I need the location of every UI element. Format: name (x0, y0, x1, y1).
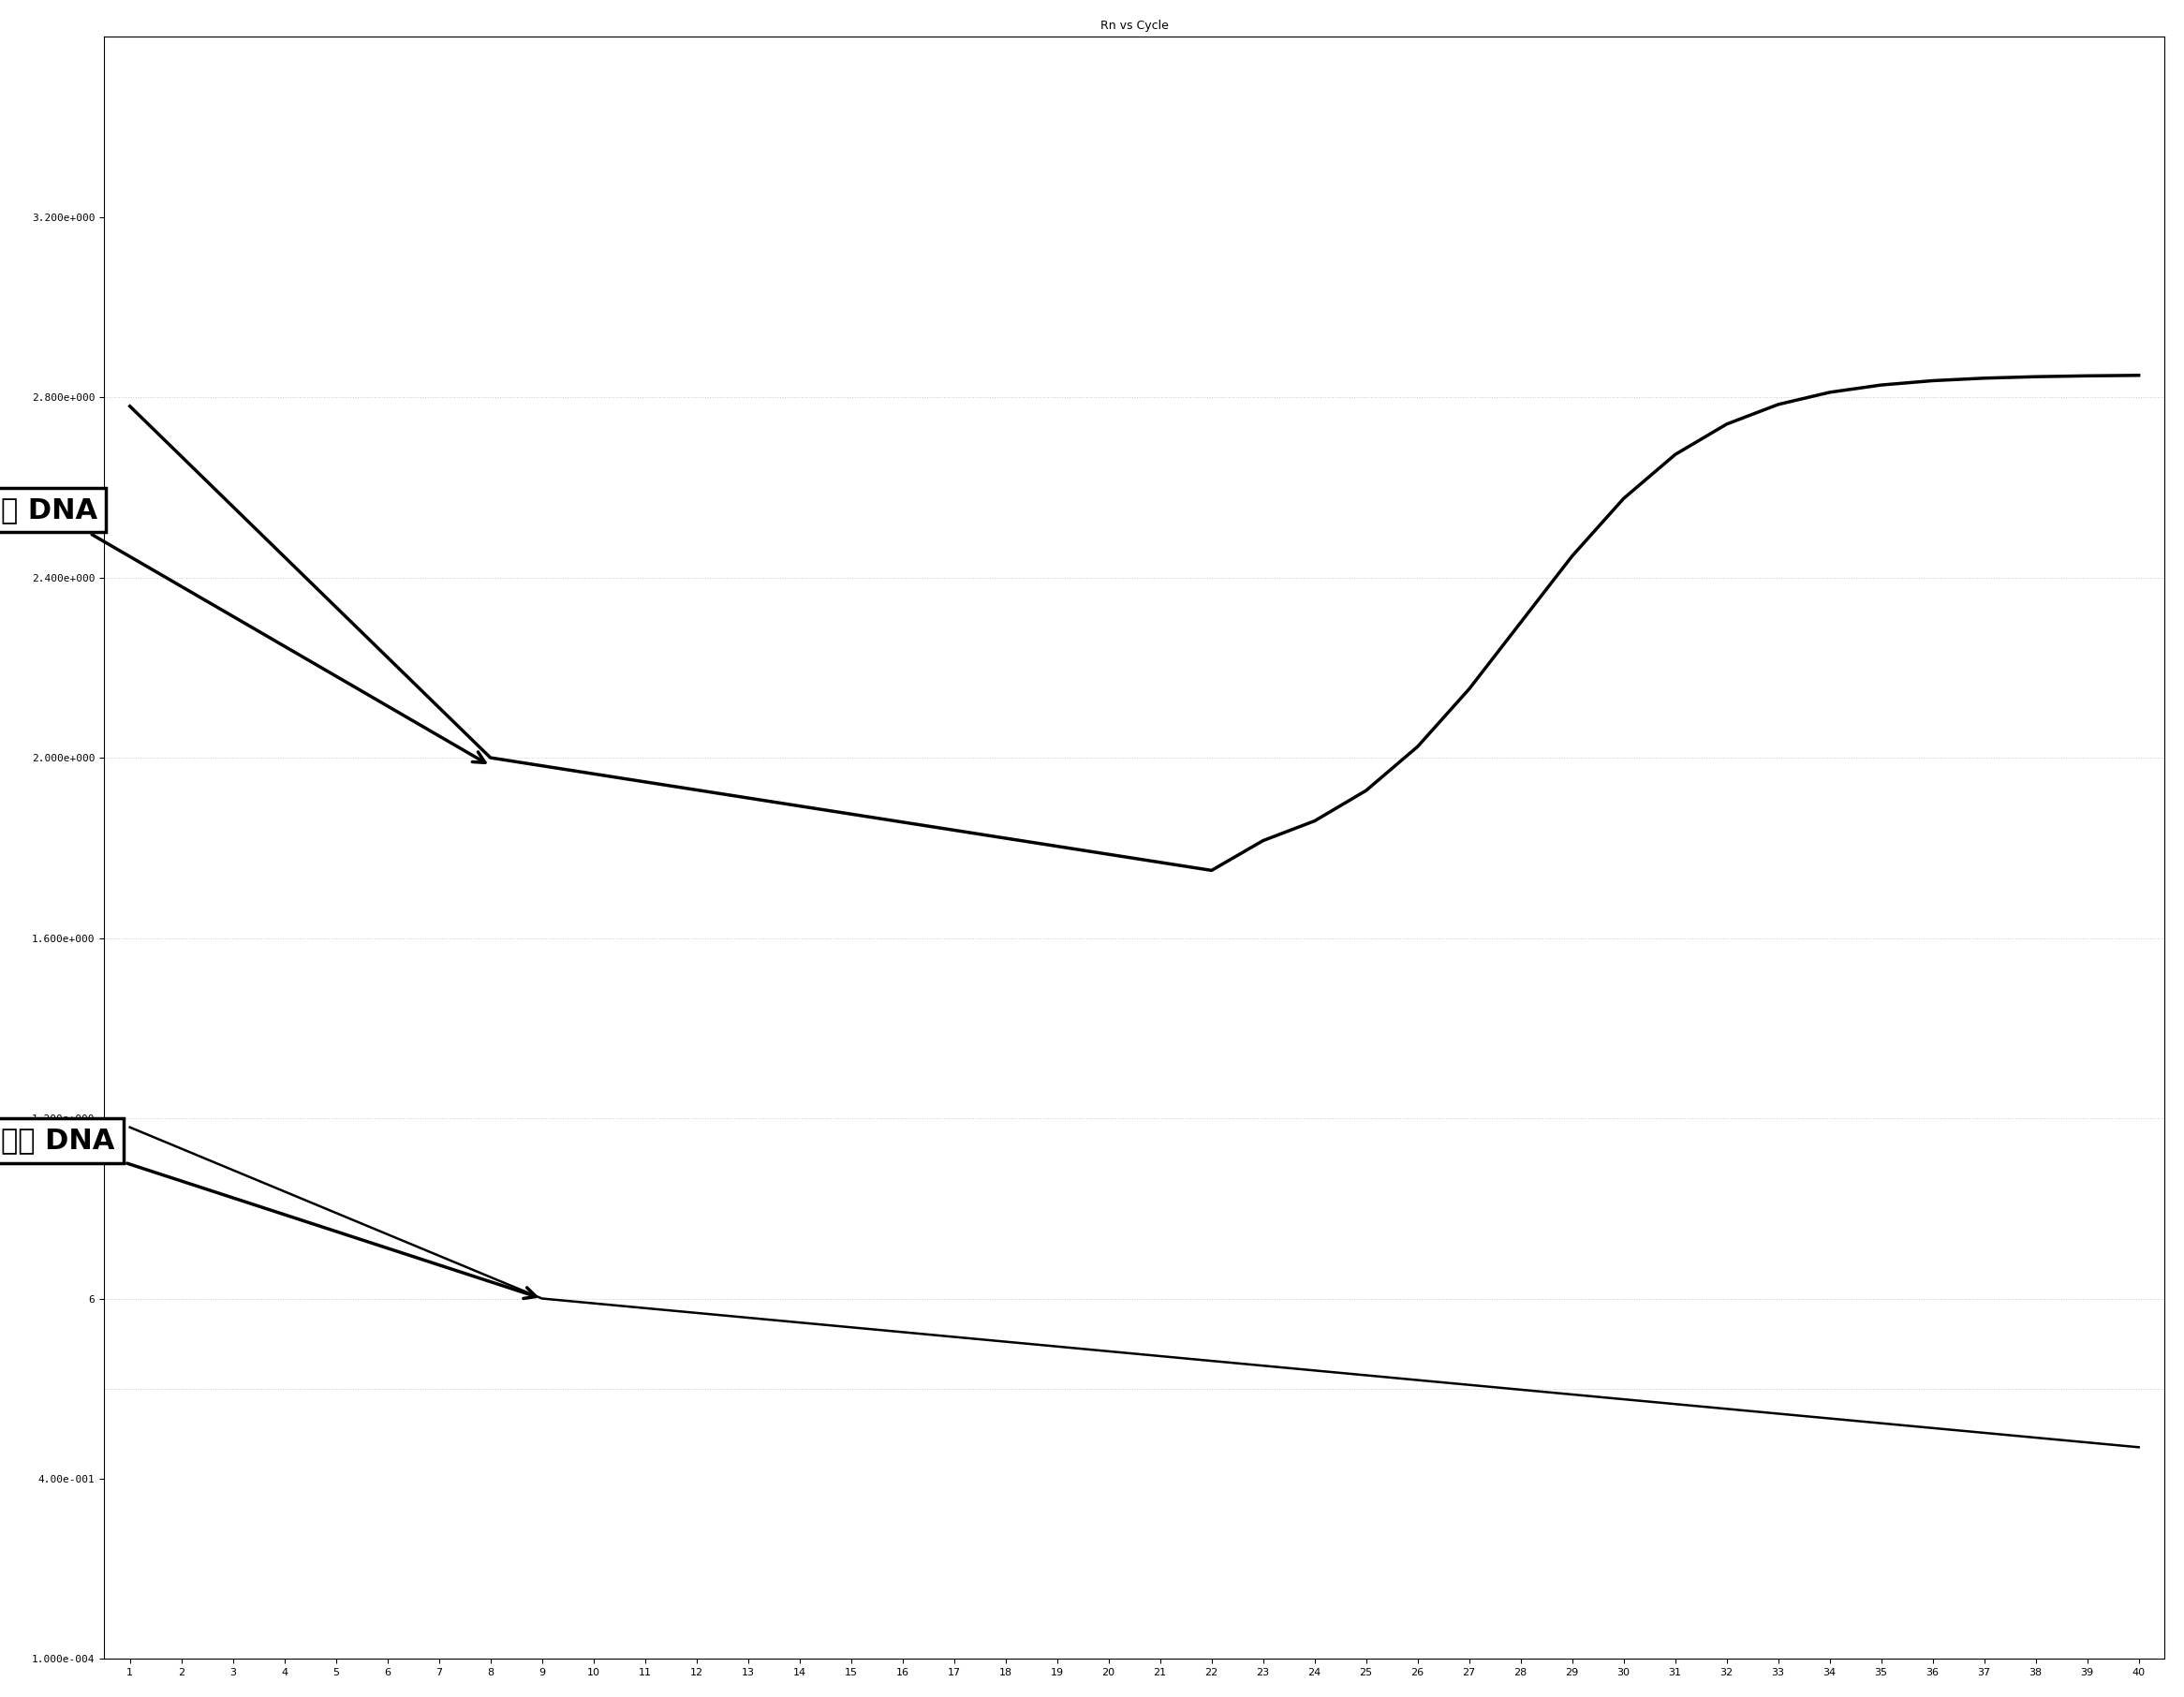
Text: 人 DNA: 人 DNA (2, 496, 485, 762)
Text: 小鼠 DNA: 小鼠 DNA (2, 1127, 535, 1298)
Title: Rn vs Cycle: Rn vs Cycle (1101, 19, 1168, 32)
